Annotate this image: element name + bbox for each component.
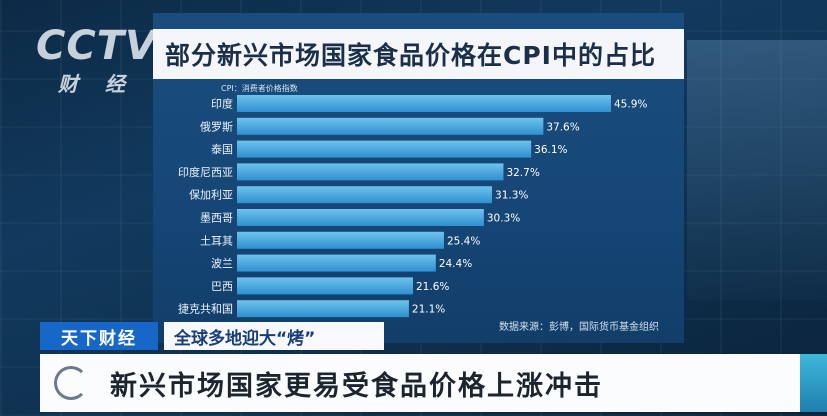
value-label: 31.3% <box>495 190 528 202</box>
bar <box>237 254 436 272</box>
category-label: 印度尼西亚 <box>178 165 233 179</box>
bar <box>237 95 611 112</box>
value-label: 21.6% <box>416 281 449 293</box>
category-label: 土耳其 <box>200 234 233 247</box>
bar <box>237 277 413 295</box>
chart-title: 部分新兴市场国家食品价格在CPI中的占比 <box>165 41 656 70</box>
program-tag: 天下财经 <box>40 322 158 350</box>
bar <box>237 300 409 318</box>
loading-icon <box>54 366 88 400</box>
topic-tag: 全球多地迎大“烤” <box>164 322 384 350</box>
logo-channel: 财 经 <box>58 72 135 96</box>
category-label: 泰国 <box>211 142 233 156</box>
bar <box>237 231 444 249</box>
bar <box>237 186 493 204</box>
bar <box>237 163 504 181</box>
category-label: 印度 <box>211 97 233 111</box>
value-label: 45.9% <box>614 99 647 111</box>
chart-title-box: 部分新兴市场国家食品价格在CPI中的占比 <box>153 29 684 79</box>
value-label: 32.7% <box>506 167 539 179</box>
value-label: 25.4% <box>447 235 480 247</box>
chart-note: CPI：消费者价格指数 <box>221 84 298 93</box>
value-label: 37.6% <box>546 121 579 133</box>
value-label: 36.1% <box>534 144 567 156</box>
category-label: 俄罗斯 <box>200 120 233 133</box>
background-glow <box>687 40 827 300</box>
headline-bar: 新兴市场国家更易受食品价格上涨冲击 <box>40 354 800 412</box>
category-label: 巴西 <box>211 280 233 293</box>
data-source: 数据来源：彭博，国际货币基金组织 <box>499 322 659 333</box>
category-label: 保加利亚 <box>189 188 233 202</box>
bar <box>237 117 544 135</box>
category-label: 捷克共和国 <box>178 302 233 316</box>
category-label: 墨西哥 <box>200 212 233 225</box>
chart-panel: 部分新兴市场国家食品价格在CPI中的占比 CPI：消费者价格指数 印度 45.9%… <box>153 13 684 343</box>
bar <box>237 140 532 158</box>
bar <box>237 209 484 226</box>
value-label: 30.3% <box>487 213 520 225</box>
category-label: 波兰 <box>211 257 233 270</box>
headline-accent <box>800 354 827 412</box>
value-label: 24.4% <box>439 258 472 270</box>
bar-chart: 印度 45.9% 俄罗斯 37.6% 泰国 36.1% 印度尼西亚 32.7% 保加利亚 31.3… <box>178 95 647 318</box>
value-label: 21.1% <box>412 304 445 316</box>
headline-text: 新兴市场国家更易受食品价格上涨冲击 <box>110 370 603 402</box>
